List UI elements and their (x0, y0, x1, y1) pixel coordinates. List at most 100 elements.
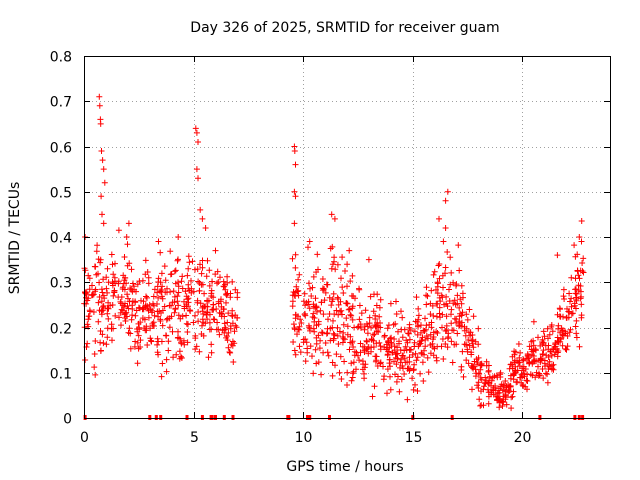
data-point (373, 328, 380, 334)
data-point (163, 368, 170, 375)
data-point (128, 266, 135, 273)
zero-marker (210, 415, 214, 420)
data-point (294, 331, 300, 338)
data-point (86, 286, 93, 293)
data-point (443, 322, 450, 329)
data-point (124, 291, 131, 298)
data-point (109, 337, 115, 344)
data-point (364, 323, 371, 330)
x-tick-label: 10 (295, 430, 313, 446)
data-point (196, 348, 203, 355)
data-point (192, 125, 199, 132)
data-point (111, 287, 118, 294)
data-point (372, 316, 379, 322)
data-point (97, 259, 104, 266)
zero-marker (411, 415, 415, 420)
data-point (477, 361, 484, 367)
data-point (520, 383, 527, 390)
data-point (190, 288, 197, 295)
data-point (145, 314, 152, 321)
data-point (104, 310, 111, 317)
data-point (463, 341, 470, 348)
zero-marker (185, 415, 189, 420)
grid (84, 56, 610, 418)
data-point (97, 120, 104, 127)
data-point (120, 272, 127, 279)
data-point (205, 354, 212, 361)
data-point (547, 348, 554, 355)
data-point (423, 301, 430, 308)
data-point (433, 300, 440, 307)
data-point (170, 288, 177, 295)
data-point (564, 305, 570, 312)
data-point (442, 264, 449, 271)
data-point (95, 318, 102, 325)
data-point (574, 267, 581, 274)
data-point (409, 351, 416, 358)
data-point (415, 312, 422, 319)
data-point (346, 346, 353, 353)
data-point (552, 349, 559, 356)
data-point (412, 350, 419, 357)
data-point (157, 279, 164, 286)
data-point (433, 328, 440, 335)
data-point (540, 347, 547, 354)
data-point (340, 321, 347, 328)
data-point (140, 306, 147, 313)
data-point (369, 393, 376, 400)
data-point (89, 292, 96, 299)
data-point (183, 293, 190, 300)
data-point (430, 336, 436, 343)
data-point (349, 316, 356, 323)
data-point (536, 370, 542, 377)
data-point (350, 344, 357, 350)
data-point (186, 307, 193, 314)
data-point (373, 302, 380, 309)
data-point (100, 302, 107, 309)
data-point (175, 289, 182, 296)
data-point (459, 348, 466, 355)
data-point (554, 346, 561, 352)
data-point (549, 365, 556, 372)
data-point (154, 289, 161, 296)
data-point (349, 272, 356, 279)
data-point (229, 320, 236, 327)
data-point (415, 323, 421, 330)
data-point (291, 325, 298, 331)
data-point (163, 356, 170, 363)
zero-marker (328, 415, 331, 420)
data-point (370, 308, 377, 315)
data-point (413, 294, 420, 301)
data-point (502, 378, 509, 384)
data-point (338, 376, 345, 382)
data-point (394, 350, 401, 357)
data-point (207, 311, 213, 318)
data-point (204, 316, 211, 323)
data-point (206, 267, 213, 274)
data-point (574, 251, 581, 258)
y-tick-label: 0.7 (50, 95, 72, 111)
data-point (468, 351, 475, 358)
data-point (532, 374, 539, 381)
zero-marker (222, 415, 226, 420)
data-point (95, 256, 102, 263)
data-point (305, 322, 312, 329)
data-point (456, 267, 463, 274)
data-point (309, 353, 315, 360)
data-point (566, 329, 573, 336)
data-point (226, 349, 233, 355)
data-point (539, 351, 546, 357)
data-point (341, 358, 348, 365)
data-point (335, 301, 342, 308)
data-point (337, 353, 344, 360)
data-point (121, 304, 128, 310)
data-point (364, 330, 371, 337)
data-point (121, 254, 128, 260)
data-point (175, 334, 182, 341)
data-point (348, 360, 355, 367)
data-point (561, 296, 568, 302)
data-point (108, 321, 115, 328)
y-tick-label: 0.6 (50, 141, 72, 157)
data-point (475, 379, 482, 386)
data-point (317, 307, 324, 314)
